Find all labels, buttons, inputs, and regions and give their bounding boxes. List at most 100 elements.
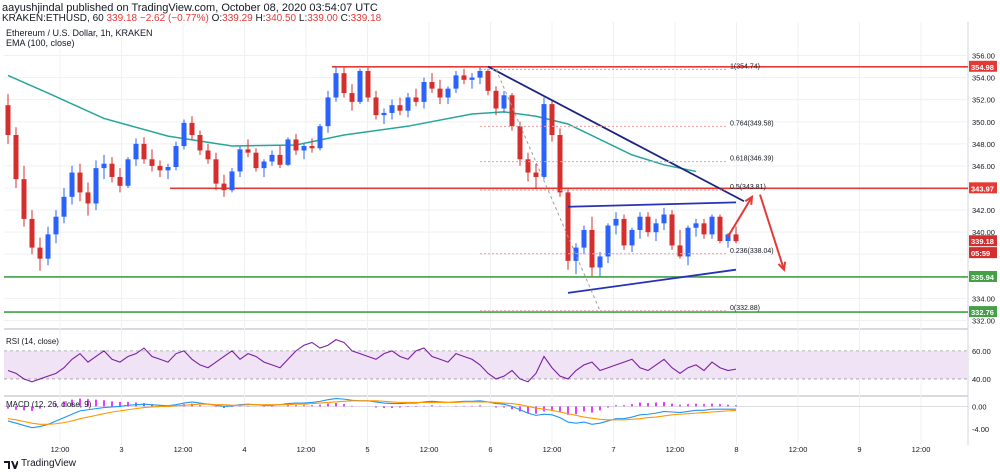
footer: TradingView: [4, 458, 76, 469]
price-label-box: [969, 270, 997, 282]
candle-body: [133, 143, 139, 160]
candle-body: [717, 216, 723, 241]
macd-line: [7, 398, 736, 429]
candle-body: [45, 234, 51, 259]
fib-anchor-line: [495, 69, 601, 311]
arrow-shaft: [727, 196, 753, 238]
high-value: 340.50: [265, 13, 297, 24]
candle-body: [357, 70, 363, 102]
candle-body: [605, 225, 611, 257]
candle-body: [325, 97, 331, 127]
candle-body: [229, 171, 235, 191]
price-axis: 356.00354.00352.00350.00348.00346.00344.…: [969, 52, 997, 325]
candle-body: [13, 135, 19, 180]
candle-body: [141, 143, 147, 160]
candle-body: [405, 97, 411, 111]
y-tick-label: 354.00: [972, 74, 995, 83]
symbol[interactable]: KRAKEN:ETHUSD, 60: [2, 13, 104, 24]
x-tick-label: 12:00: [51, 445, 70, 454]
candle-body: [237, 149, 243, 172]
candle-body: [629, 229, 635, 246]
publisher-line: aayushjindal published on TradingView.co…: [2, 2, 378, 14]
candle-body: [653, 223, 659, 233]
candle-body: [429, 82, 435, 89]
fib-label: 0.236(338.04): [730, 248, 774, 255]
candle-body: [413, 97, 419, 102]
candle-body: [445, 88, 451, 98]
candle-body: [309, 146, 315, 149]
candle-body: [709, 216, 715, 235]
macd-tick-label: -4.00: [972, 425, 989, 434]
candle-body: [493, 90, 499, 109]
candle-body: [373, 97, 379, 116]
candle-body: [525, 159, 531, 173]
candle-body: [581, 229, 587, 248]
candle-body: [101, 163, 107, 169]
candle-body: [189, 122, 195, 136]
candle-body: [173, 146, 179, 168]
x-tick-label: 12:00: [912, 445, 931, 454]
x-tick-label: 12:00: [174, 445, 193, 454]
candle-body: [685, 227, 691, 257]
candle-body: [549, 104, 555, 136]
rsi-tick-label: 40.00: [972, 375, 991, 384]
candle-body: [197, 135, 203, 151]
chart-header: aayushjindal published on TradingView.co…: [0, 0, 1000, 24]
candle-body: [645, 216, 651, 233]
x-tick-label: 6: [488, 445, 492, 454]
candle-body: [293, 139, 299, 151]
price-label-box: [969, 235, 997, 247]
candle-body: [589, 229, 595, 268]
symbol-line: KRAKEN:ETHUSD, 60 339.18 −2.62 (−0.77%) …: [2, 13, 381, 24]
y-tick-label: 342.00: [972, 206, 995, 215]
candle-body: [669, 214, 675, 246]
rsi-title: RSI (14, close): [6, 337, 59, 346]
candle-body: [269, 154, 275, 162]
x-tick-label: 8: [734, 445, 738, 454]
candle-body: [93, 168, 99, 204]
open-value: 339.29: [222, 13, 253, 24]
fib-label: 0.764(349.58): [730, 120, 774, 127]
candle-body: [541, 104, 547, 177]
candle-body: [85, 192, 91, 204]
last-price: 339.18: [106, 13, 138, 24]
rsi-line: [7, 339, 737, 383]
candle-body: [29, 218, 35, 248]
candle-body: [701, 223, 707, 235]
price-change: −2.62 (−0.77%): [139, 13, 209, 24]
candle-body: [661, 214, 667, 224]
x-tick-label: 5: [365, 445, 369, 454]
candle-body: [733, 234, 739, 242]
candle-body: [381, 112, 387, 116]
candle-body: [181, 122, 187, 147]
x-tick-label: 4: [242, 445, 246, 454]
candle-body: [253, 152, 259, 169]
open-label: O:: [211, 13, 223, 24]
x-tick-label: 12:00: [420, 445, 439, 454]
price-label-box: [969, 306, 997, 318]
rsi-tick-label: 60.00: [972, 347, 991, 356]
candle-body: [109, 163, 115, 177]
candle-body: [277, 154, 283, 165]
price-label: 339.18: [971, 237, 994, 246]
x-tick-label: 12:00: [666, 445, 685, 454]
price-label: 343.97: [971, 184, 994, 193]
price-label-box: [969, 182, 997, 194]
y-tick-label: 332.00: [972, 316, 995, 325]
x-tick-label: 3: [119, 445, 123, 454]
grid: [4, 22, 969, 445]
time-axis: 12:00 3 12:00 4 12:00 5 12:00 6 12:00 7 12:00 8 12:0…: [51, 445, 931, 454]
candle-body: [245, 149, 251, 153]
low-value: 339.00: [307, 13, 338, 24]
trendlines[interactable]: [487, 65, 787, 294]
rsi-band: [4, 350, 968, 379]
price-label-box: [969, 247, 997, 259]
y-tick-label: 346.00: [972, 162, 995, 171]
candle-body: [725, 234, 731, 241]
candle-body: [397, 105, 403, 111]
candle-body: [117, 176, 123, 186]
x-tick-label: 12:00: [543, 445, 562, 454]
x-tick-label: 7: [611, 445, 615, 454]
price-label-box: [969, 60, 997, 72]
